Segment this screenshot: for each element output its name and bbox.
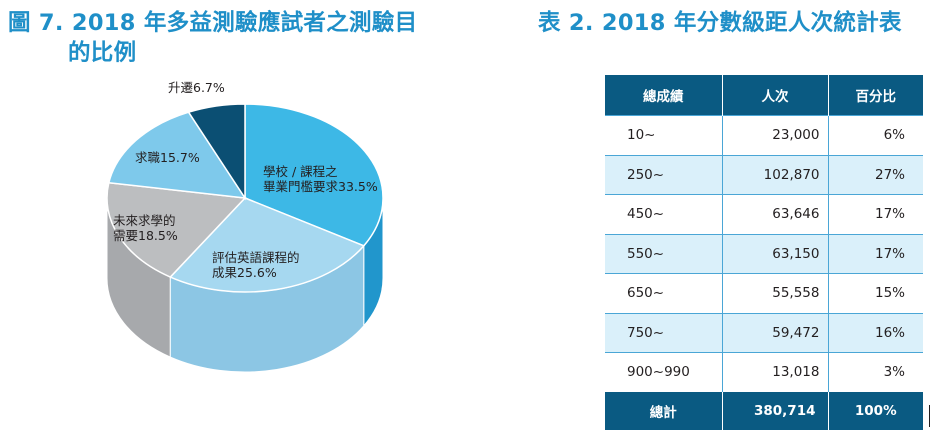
pie-slice <box>244 103 384 247</box>
figure-title-line2: 的比例 <box>68 40 137 66</box>
pie-slice-label: 學校 / 課程之 <box>263 164 338 179</box>
pie-slice <box>106 181 247 278</box>
count-cell: 63,150 <box>722 233 829 274</box>
table-row: 650~ 55,558 15% <box>605 273 923 313</box>
total-count-cell: 380,714 <box>722 391 829 430</box>
pie-slice-label: 畢業門檻要求33.5% <box>263 179 378 194</box>
percentage-cell: 15% <box>828 273 923 313</box>
percentage-cell: 6% <box>828 115 923 155</box>
table-header-row: 總成績 人次 百分比 <box>605 75 923 116</box>
score-range-cell: 750~ <box>605 312 723 353</box>
header-percentage: 百分比 <box>828 75 923 116</box>
pie-slice <box>169 197 366 293</box>
pie-slice <box>187 103 246 201</box>
table-title: 表 2. 2018 年分數級距人次統計表 <box>538 10 902 36</box>
pie-slice-label: 求職15.7% <box>135 150 200 165</box>
count-cell: 13,018 <box>722 352 829 392</box>
figure-title-line1: 圖 7. 2018 年多益測驗應試者之測驗目 <box>8 10 418 36</box>
score-range-cell: 10~ <box>605 115 723 155</box>
table-row: 900~990 13,018 3% <box>605 352 923 392</box>
count-cell: 102,870 <box>722 154 829 195</box>
score-range-cell: 450~ <box>605 194 723 234</box>
percentage-cell: 27% <box>828 154 923 195</box>
percentage-cell: 16% <box>828 312 923 353</box>
pie-slice-label: 升遷6.7% <box>168 80 225 95</box>
score-range-cell: 250~ <box>605 154 723 195</box>
percentage-cell: 17% <box>828 194 923 234</box>
total-percentage-cell: 100% <box>828 391 923 430</box>
count-cell: 63,646 <box>722 194 829 234</box>
pie-slice-label: 評估英語課程的 <box>212 250 300 265</box>
total-label-cell: 總計 <box>605 391 723 430</box>
table-row: 250~ 102,870 27% <box>605 154 923 195</box>
percentage-cell: 17% <box>828 233 923 274</box>
header-test-takers: 人次 <box>722 75 829 116</box>
percentage-cell: 3% <box>828 352 923 392</box>
score-range-cell: 900~990 <box>605 352 723 392</box>
pie-slice-label: 未來求學的 <box>113 213 176 228</box>
score-range-cell: 650~ <box>605 273 723 313</box>
score-distribution-table: 總成績 人次 百分比 10~ 23,000 6% 250~ 102,870 27… <box>605 75 923 430</box>
header-total-score: 總成績 <box>605 75 723 116</box>
table-row: 450~ 63,646 17% <box>605 194 923 234</box>
pie-slice <box>107 111 247 199</box>
pie-slice-label: 成果25.6% <box>212 265 277 280</box>
score-range-cell: 550~ <box>605 233 723 274</box>
table-total-row: 總計 380,714 100% <box>605 391 923 430</box>
count-cell: 59,472 <box>722 312 829 353</box>
pie-slice-label: 需要18.5% <box>113 228 178 243</box>
count-cell: 55,558 <box>722 273 829 313</box>
table-row: 550~ 63,150 17% <box>605 233 923 274</box>
table-row: 750~ 59,472 16% <box>605 312 923 353</box>
figure-title: 圖 7. 2018 年多益測驗應試者之測驗目 的比例 <box>8 8 478 68</box>
page-edge-mark <box>929 405 930 427</box>
count-cell: 23,000 <box>722 115 829 155</box>
table-row: 10~ 23,000 6% <box>605 115 923 155</box>
